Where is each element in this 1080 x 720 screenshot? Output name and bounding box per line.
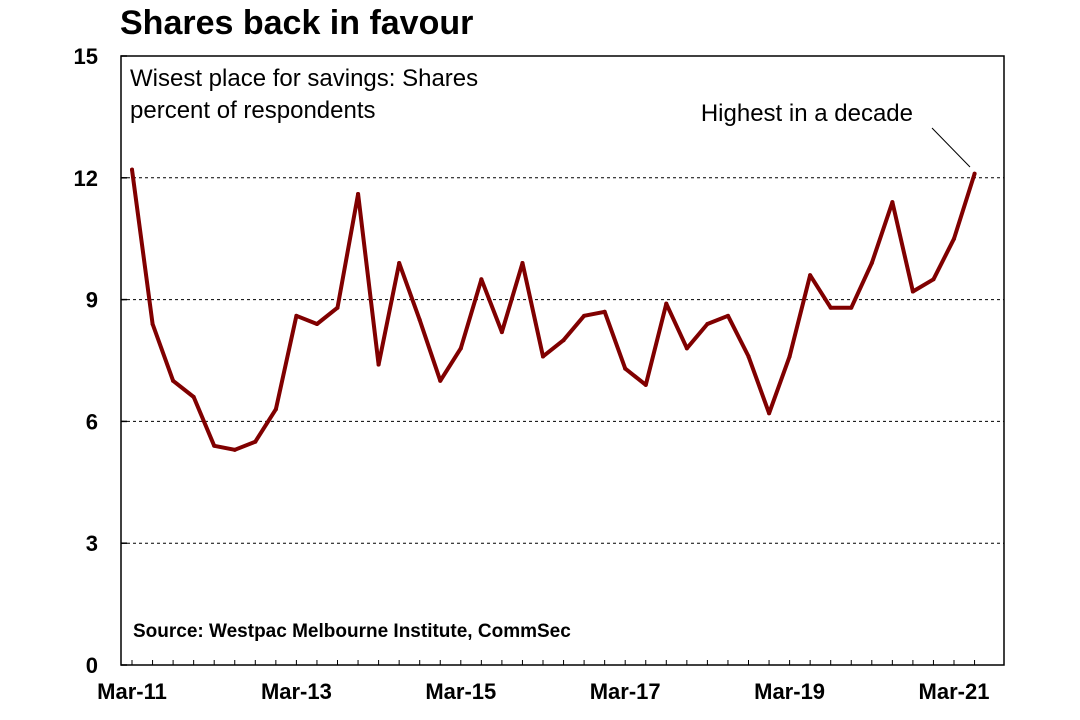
data-point <box>910 289 915 294</box>
data-point <box>705 321 710 326</box>
x-tick-label: Mar-13 <box>261 679 332 704</box>
data-point <box>602 309 607 314</box>
data-point <box>171 378 176 383</box>
data-point <box>253 439 258 444</box>
data-point <box>273 407 278 412</box>
data-point <box>684 346 689 351</box>
subtitle-line-1: Wisest place for savings: Shares <box>130 65 478 92</box>
data-point <box>541 354 545 359</box>
subtitle-line-2: percent of respondents <box>130 97 376 124</box>
x-tick-label: Mar-21 <box>919 679 990 704</box>
data-point <box>335 305 340 310</box>
y-tick-label: 0 <box>86 653 98 678</box>
data-point <box>232 447 237 452</box>
data-point <box>520 261 525 266</box>
data-point <box>746 354 751 359</box>
data-point <box>150 321 155 326</box>
x-tick-label: Mar-15 <box>425 679 496 704</box>
y-tick-label: 15 <box>74 44 98 69</box>
chart-title: Shares back in favour <box>120 4 474 42</box>
data-point <box>438 378 443 383</box>
data-point <box>212 443 217 448</box>
y-axis: 0 3 6 9 12 15 <box>74 44 127 678</box>
data-point <box>725 313 730 318</box>
y-tick-label: 12 <box>74 166 98 191</box>
data-point <box>664 301 669 306</box>
gridlines <box>121 177 1004 544</box>
data-point <box>890 200 895 205</box>
data-point <box>314 321 319 326</box>
series-line-shares <box>130 167 977 452</box>
data-point <box>952 236 956 241</box>
data-point <box>808 273 813 278</box>
data-point <box>294 313 299 318</box>
data-point <box>376 362 381 367</box>
data-point <box>561 338 566 343</box>
data-point <box>130 167 134 172</box>
y-tick-label: 6 <box>86 409 98 434</box>
data-point <box>849 305 854 310</box>
data-point <box>191 395 196 400</box>
data-point <box>623 366 628 371</box>
data-point <box>397 261 402 266</box>
x-tick-label: Mar-19 <box>754 679 825 704</box>
data-point <box>931 277 936 282</box>
data-point <box>417 317 422 322</box>
data-point <box>767 411 772 416</box>
annotation-label: Highest in a decade <box>701 100 913 127</box>
data-point <box>643 382 648 387</box>
data-point <box>356 192 361 197</box>
x-axis: Mar-11 Mar-13 Mar-15 Mar-17 Mar-19 Mar-21 <box>97 660 989 704</box>
data-point <box>582 313 587 318</box>
y-tick-label: 9 <box>86 288 98 313</box>
y-tick-label: 3 <box>86 531 98 556</box>
data-point <box>479 277 484 282</box>
data-point <box>458 346 463 351</box>
source-note: Source: Westpac Melbourne Institute, Com… <box>133 621 571 642</box>
series-points <box>130 167 977 452</box>
x-tick-label: Mar-17 <box>590 679 661 704</box>
data-point <box>869 261 874 266</box>
data-point <box>499 330 504 335</box>
annotation-leader-line <box>931 127 971 168</box>
data-point <box>828 305 833 310</box>
x-tick-label: Mar-11 <box>97 679 167 704</box>
data-point <box>972 171 977 176</box>
plot-frame <box>120 55 1005 666</box>
data-point <box>787 354 792 359</box>
